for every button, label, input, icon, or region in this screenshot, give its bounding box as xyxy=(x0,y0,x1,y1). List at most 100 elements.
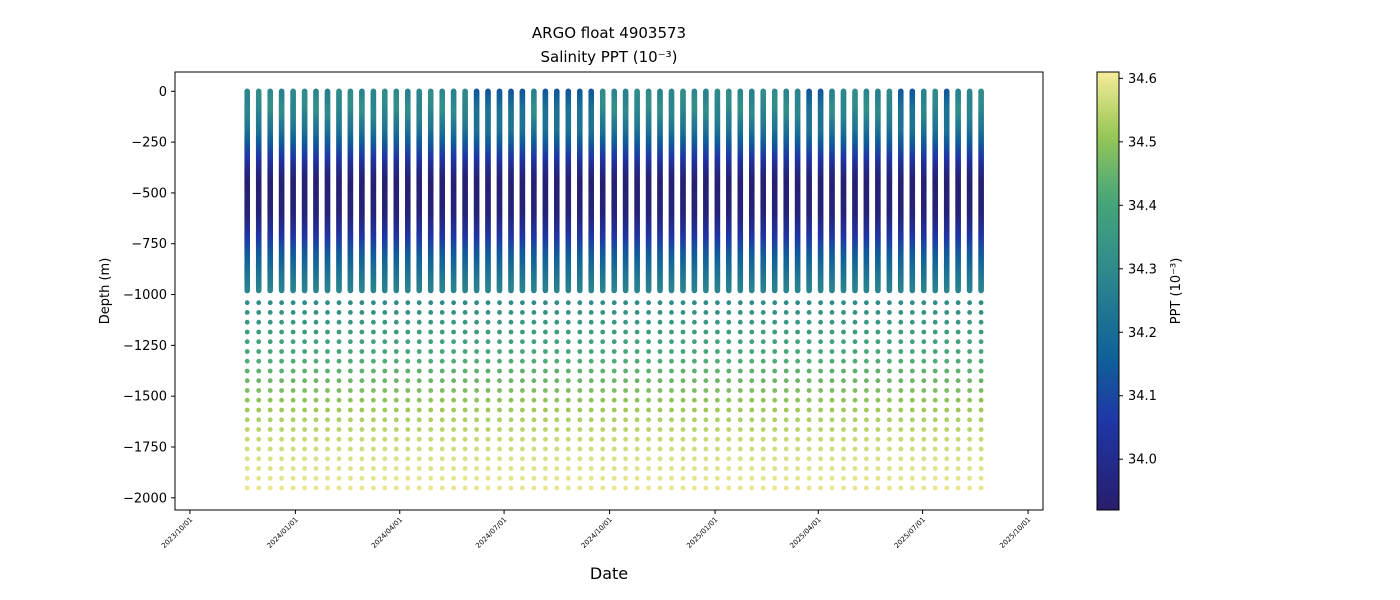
data-point xyxy=(267,485,273,491)
data-point xyxy=(485,485,491,491)
data-point xyxy=(359,436,365,442)
data-point xyxy=(256,329,262,335)
data-point xyxy=(359,417,365,423)
data-point xyxy=(382,378,388,384)
data-point xyxy=(451,368,456,374)
data-point xyxy=(474,475,479,481)
data-point xyxy=(348,319,353,325)
data-point xyxy=(485,300,491,306)
data-point xyxy=(439,436,445,442)
data-point xyxy=(428,397,434,403)
data-point xyxy=(393,417,399,423)
data-point xyxy=(405,417,411,423)
data-point xyxy=(244,287,250,294)
data-point xyxy=(405,427,411,432)
data-point xyxy=(485,436,491,442)
data-point xyxy=(371,397,376,403)
data-point xyxy=(313,300,319,306)
data-point xyxy=(416,446,422,452)
profile-column xyxy=(301,88,308,491)
data-point xyxy=(313,456,319,462)
data-point xyxy=(348,456,353,462)
data-point xyxy=(393,300,399,306)
profile-column xyxy=(244,88,250,491)
data-point xyxy=(359,485,365,491)
data-point xyxy=(267,417,273,423)
data-point xyxy=(474,456,479,462)
data-point xyxy=(244,378,250,384)
data-point xyxy=(325,339,330,345)
data-point xyxy=(405,368,411,374)
data-point xyxy=(427,287,434,294)
data-point xyxy=(416,417,422,423)
data-point xyxy=(451,329,456,335)
data-point xyxy=(405,287,411,294)
data-point xyxy=(267,319,273,325)
data-point xyxy=(451,427,456,432)
data-point xyxy=(393,475,399,481)
data-point xyxy=(348,427,353,432)
data-point xyxy=(451,378,456,384)
data-point xyxy=(348,436,353,442)
data-point xyxy=(439,349,445,354)
data-point xyxy=(462,349,468,354)
data-point xyxy=(279,436,284,442)
data-point xyxy=(244,339,250,345)
data-point xyxy=(439,358,445,364)
data-point xyxy=(244,407,250,413)
data-point xyxy=(439,427,445,432)
data-point xyxy=(428,466,434,471)
data-point xyxy=(301,287,308,294)
data-point xyxy=(325,456,330,462)
data-point xyxy=(474,349,479,354)
data-point xyxy=(256,475,262,481)
data-point xyxy=(405,329,411,335)
data-point xyxy=(371,300,376,306)
data-point xyxy=(325,427,330,432)
chart-subtitle: Salinity PPT (10⁻³) xyxy=(541,48,678,66)
data-point xyxy=(439,368,445,374)
data-point xyxy=(370,287,377,294)
data-point xyxy=(336,485,342,491)
data-point xyxy=(371,349,376,354)
data-point xyxy=(474,329,479,335)
data-point xyxy=(474,407,479,413)
data-point xyxy=(497,310,502,315)
data-point xyxy=(359,446,365,452)
data-point xyxy=(256,436,262,442)
profile-column xyxy=(290,88,296,491)
data-point xyxy=(279,407,284,413)
data-point xyxy=(279,378,284,384)
profile-column xyxy=(473,88,480,491)
data-point xyxy=(256,456,262,462)
data-point xyxy=(405,446,411,452)
data-point xyxy=(313,339,319,345)
data-point xyxy=(496,287,503,294)
data-point xyxy=(290,388,296,393)
data-point xyxy=(290,427,296,432)
data-point xyxy=(313,310,319,315)
data-point xyxy=(405,310,411,315)
profile-column xyxy=(255,88,262,491)
data-point xyxy=(462,436,468,442)
data-point xyxy=(325,475,330,481)
data-point xyxy=(325,417,330,423)
data-point xyxy=(244,436,250,442)
data-point xyxy=(279,397,284,403)
data-point xyxy=(325,388,330,393)
data-point xyxy=(439,388,445,393)
data-point xyxy=(462,378,468,384)
data-point xyxy=(416,319,422,325)
data-point xyxy=(474,466,479,471)
data-point xyxy=(313,436,319,442)
data-point xyxy=(393,378,399,384)
data-point xyxy=(439,339,445,345)
data-point xyxy=(313,427,319,432)
data-point xyxy=(451,310,456,315)
data-point xyxy=(267,310,273,315)
data-point xyxy=(371,329,376,335)
data-point xyxy=(485,319,491,325)
data-point xyxy=(382,300,388,306)
data-point xyxy=(255,287,262,294)
